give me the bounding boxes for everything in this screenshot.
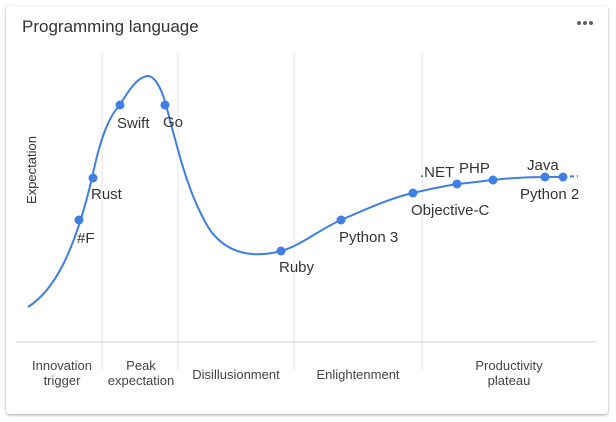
card-title: Programming language [22,17,199,36]
point-go[interactable] [160,100,170,110]
point-label-net: .NET [420,164,454,181]
menu-dot [577,21,581,25]
point-label-f: #F [77,230,95,247]
point-label-rust: Rust [91,186,123,203]
point-php[interactable] [488,175,498,185]
point-label-objective-c: Objective-C [411,202,490,219]
data-points: #F Rust Swift Go Ruby Python 3 Objective-C .NET… [74,100,579,276]
phase-label-peak: Peak expectation [108,358,175,388]
phase-label-innovation: Innovation trigger [32,358,92,388]
menu-dot [589,21,593,25]
phase-label-disillusionment: Disillusionment [192,367,280,382]
point-label-java: Java [527,157,559,174]
point-ruby[interactable] [276,246,286,256]
point-label-go: Go [163,114,183,131]
point-rust[interactable] [88,173,98,183]
point-label-python-2: Python 2 [520,186,579,203]
point-swift[interactable] [115,100,125,110]
hype-curve [27,75,563,308]
point-net[interactable] [452,179,462,189]
phase-labels: Innovation trigger Peak expectation Disillus… [32,358,543,388]
more-options-icon[interactable] [574,12,596,34]
point-python-2[interactable] [558,172,568,182]
phase-label-enlightenment: Enlightenment [316,367,399,382]
point-label-python-3: Python 3 [339,229,398,246]
point-label-ruby: Ruby [279,259,315,276]
point-objective-c[interactable] [408,188,418,198]
point-java[interactable] [540,172,550,182]
chart-card: Programming language [6,6,608,414]
phase-dividers [101,52,423,370]
point-f[interactable] [74,215,84,225]
point-label-swift: Swift [117,115,150,132]
point-label-php: PHP [459,160,490,177]
point-python-3[interactable] [336,215,346,225]
menu-dot [583,21,587,25]
phase-label-productivity: Productivity plateau [475,358,543,388]
y-axis-label: Expectation [24,136,39,204]
